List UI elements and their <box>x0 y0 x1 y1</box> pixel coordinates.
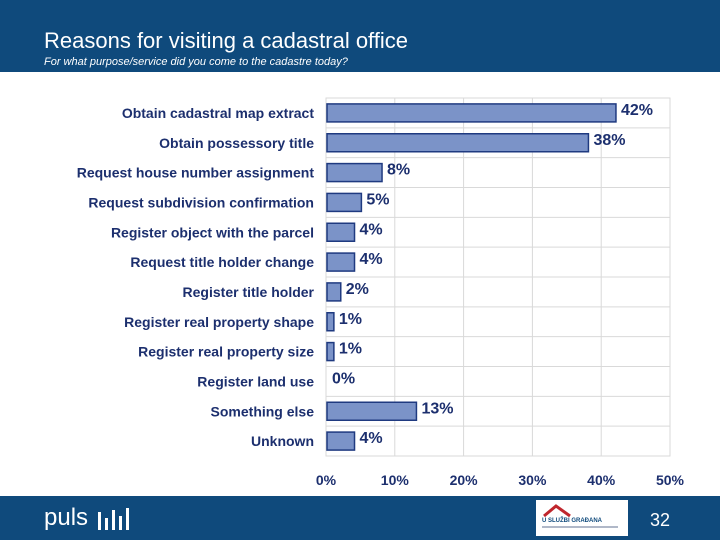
partner-logo-icon <box>543 504 571 518</box>
category-label: Request house number assignment <box>77 165 315 181</box>
bar <box>326 222 356 242</box>
value-label: 4% <box>360 221 383 238</box>
partner-logo: U SLUŽBI GRAĐANA <box>536 500 628 536</box>
category-label: Register object with the parcel <box>111 224 314 240</box>
bar <box>326 341 335 362</box>
bar <box>326 192 363 213</box>
value-label: 1% <box>339 341 362 358</box>
x-tick-label: 40% <box>587 472 616 488</box>
value-label: 8% <box>387 162 410 179</box>
value-label: 2% <box>346 281 369 298</box>
page-number: 32 <box>650 510 671 530</box>
partner-logo-text: U SLUŽBI GRAĐANA <box>542 518 602 524</box>
x-tick-label: 0% <box>316 472 337 488</box>
slide-title: Reasons for visiting a cadastral office <box>44 28 408 53</box>
value-label: 42% <box>621 102 653 119</box>
value-label: 38% <box>593 132 625 149</box>
value-label: 13% <box>421 400 453 417</box>
category-label: Register land use <box>197 373 314 389</box>
partner-logo-line <box>542 526 618 528</box>
puls-logo-bars-icon <box>98 508 129 530</box>
value-label: 4% <box>360 430 383 447</box>
category-label: Unknown <box>251 433 314 449</box>
x-tick-label: 50% <box>656 472 685 488</box>
bar <box>326 133 590 153</box>
x-tick-label: 10% <box>381 472 410 488</box>
bar <box>326 282 342 302</box>
header-bar <box>0 0 720 72</box>
bar <box>326 431 356 451</box>
bar <box>326 252 356 272</box>
value-label: 1% <box>339 311 362 328</box>
puls-logo-text: puls <box>44 504 89 531</box>
bar <box>326 312 335 332</box>
value-label: 4% <box>360 251 383 268</box>
category-label: Register real property size <box>138 344 314 360</box>
category-label: Register title holder <box>183 284 315 300</box>
bar <box>326 103 617 123</box>
value-label: 0% <box>332 370 355 387</box>
value-label: 5% <box>366 191 389 208</box>
bar <box>326 401 418 421</box>
x-tick-label: 20% <box>450 472 479 488</box>
bar-chart: 0% 10% 20% 30% 40% 50% Obtain cadastral map ex… <box>77 97 685 488</box>
category-label: Request subdivision confirmation <box>88 194 314 210</box>
category-label: Obtain cadastral map extract <box>122 105 315 121</box>
category-label: Something else <box>211 403 315 419</box>
category-label: Obtain possessory title <box>159 135 314 151</box>
x-tick-label: 30% <box>518 472 547 488</box>
category-label: Request title holder change <box>130 254 314 270</box>
bar <box>326 162 383 183</box>
category-label: Register real property shape <box>124 314 314 330</box>
slide-subtitle: For what purpose/service did you come to… <box>44 56 348 68</box>
